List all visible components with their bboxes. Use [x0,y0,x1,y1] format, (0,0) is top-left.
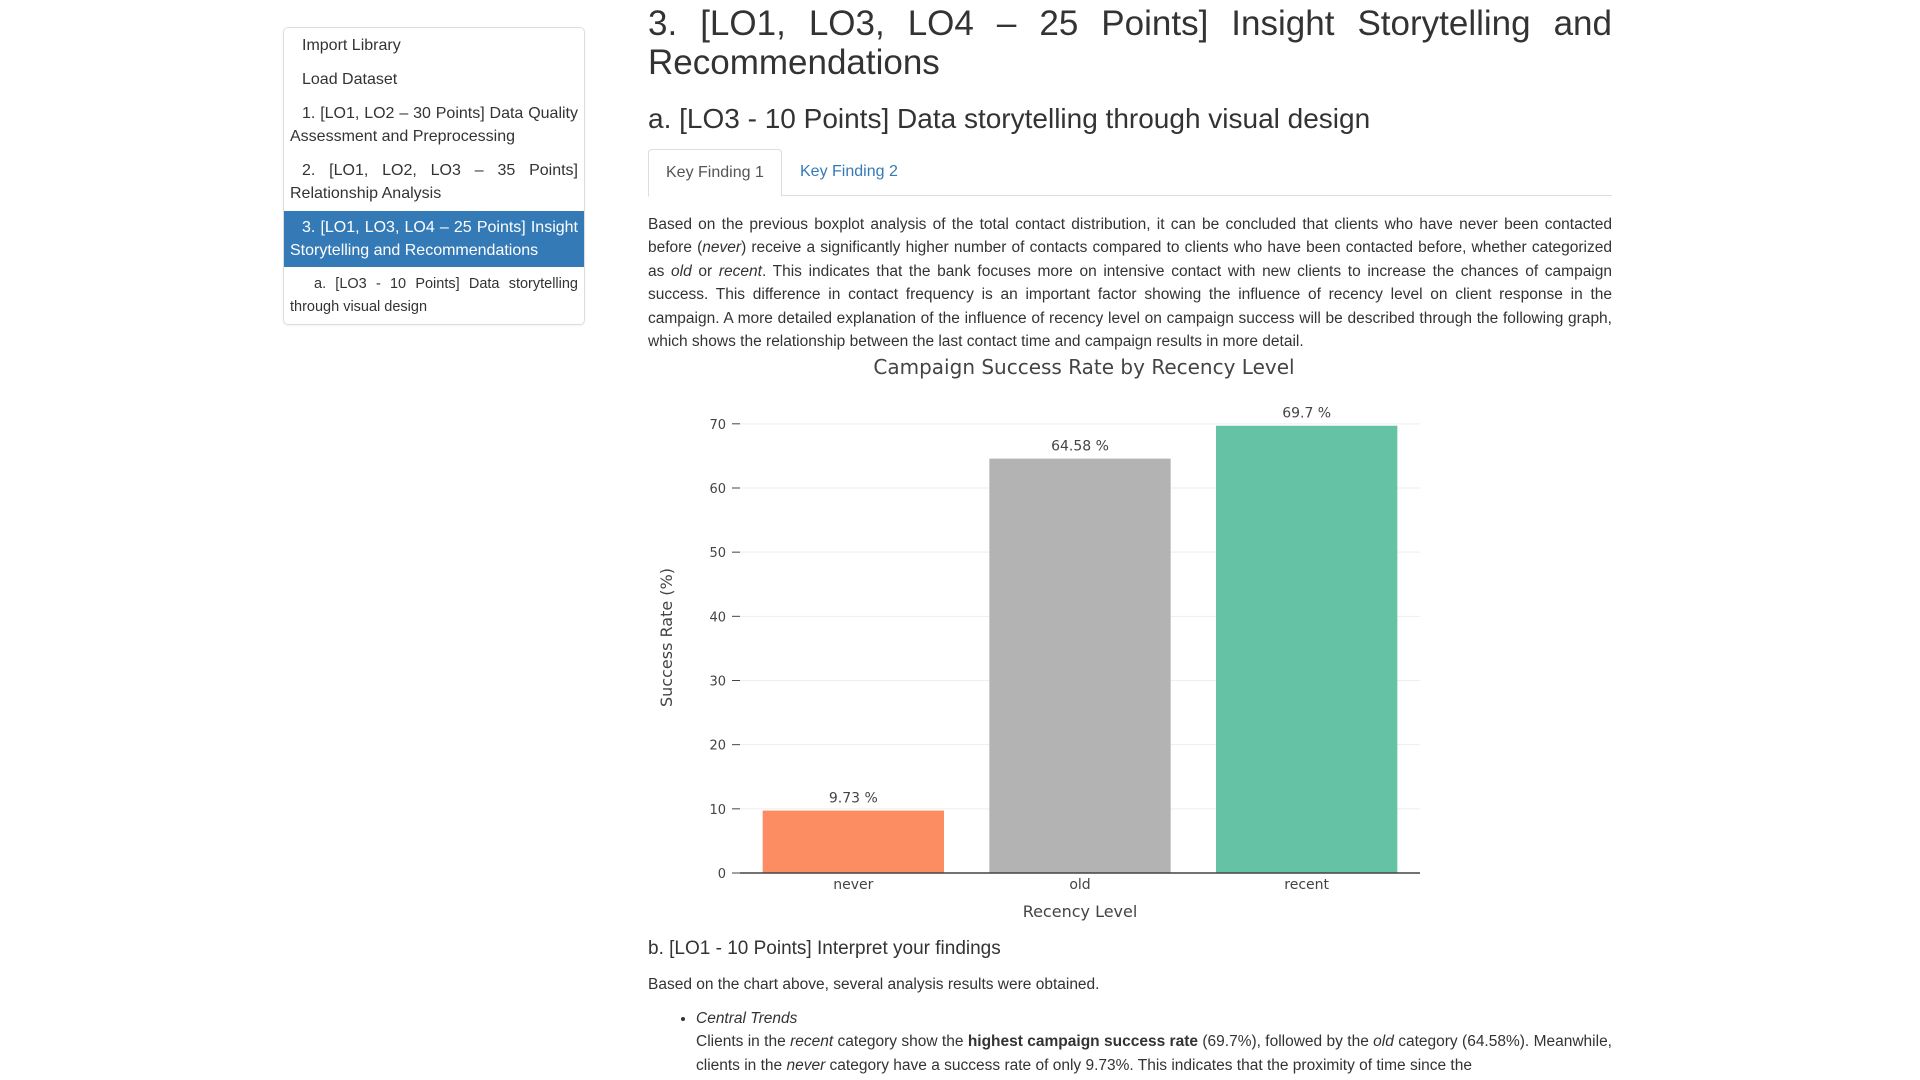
toc-item-section-3a[interactable]: a. [LO3 - 10 Points] Data storytelling t… [284,267,584,324]
bar-never [762,810,944,873]
finding-bold: highest campaign success rate [967,1033,1198,1051]
bar-data-label: 9.73 % [829,791,878,807]
x-tick-label: recent [1284,877,1329,893]
findings-list: Central Trends Clients in the recent cat… [648,1007,1612,1077]
paragraph-emphasis-recent: recent [718,262,762,280]
y-tick-label: 60 [709,482,726,497]
y-tick-label: 10 [709,803,726,818]
x-axis-title: Recency Level [1023,902,1138,921]
paragraph-text: . This indicates that the bank focuses m… [648,262,1612,351]
success-rate-chart: Campaign Success Rate by Recency Level 0 1… [648,349,1448,929]
tab-key-finding-1[interactable]: Key Finding 1 [648,149,782,197]
finding-text: Clients in the [696,1033,791,1051]
paragraph-text: or [691,262,719,280]
finding-text: category (64.58%). Meanwhile, clients in… [696,1033,1612,1074]
y-axis-title: Success Rate (%) [657,568,676,707]
bar-old [989,458,1171,873]
y-tick-label: 40 [709,610,726,625]
paragraph-text: Based on the previous boxplot analysis o… [648,216,1612,257]
key-finding-paragraph: Based on the previous boxplot analysis o… [648,213,1612,353]
toc-item-load-dataset[interactable]: Load Dataset [284,62,584,96]
finding-emphasis: old [1373,1033,1394,1051]
finding-text: category show the [833,1033,968,1051]
finding-text: category have a success rate of only 9.7… [825,1056,1472,1074]
y-tick-label: 50 [709,546,726,561]
section-a-title: a. [LO3 - 10 Points] Data storytelling t… [648,103,1371,134]
x-tick-label: old [1069,877,1090,893]
chart-title: Campaign Success Rate by Recency Level [873,355,1294,379]
y-tick-label: 30 [709,674,726,689]
y-tick-label: 0 [718,867,726,882]
y-tick-label: 20 [709,739,726,754]
y-tick-label: 70 [709,418,726,433]
paragraph-text: ) receive a significantly higher number … [648,239,1612,280]
table-of-contents: Import Library Load Dataset 1. [LO1, LO2… [283,27,585,325]
tab-key-finding-2[interactable]: Key Finding 2 [800,163,898,180]
toc-item-import-library[interactable]: Import Library [284,28,584,62]
x-tick-label: never [833,877,873,893]
finding-emphasis: recent [790,1033,834,1051]
main-content: 3. [LO1, LO3, LO4 – 25 Points] Insight S… [648,0,1612,353]
finding-central-trends: Central Trends Clients in the recent cat… [696,1007,1612,1077]
section-b-title: b. [LO1 - 10 Points] Interpret your find… [648,938,1001,959]
tab-bar: Key Finding 1 Key Finding 2 [648,149,1612,197]
bar-data-label: 69.7 % [1282,406,1331,422]
paragraph-emphasis-old: old [671,262,692,280]
toc-item-section-3[interactable]: 3. [LO1, LO3, LO4 – 25 Points] Insight S… [284,210,584,267]
page-title: 3. [LO1, LO3, LO4 – 25 Points] Insight S… [648,4,1612,82]
chart-svg: Campaign Success Rate by Recency Level 0 1… [657,355,1420,921]
toc-item-section-2[interactable]: 2. [LO1, LO2, LO3 – 35 Points] Relations… [284,153,584,210]
section-b-intro: Based on the chart above, several analys… [648,976,1100,993]
finding-emphasis: never [786,1056,826,1074]
finding-heading: Central Trends [696,1010,798,1027]
bar-recent [1216,425,1398,873]
finding-text: (69.7%), followed by the [1198,1033,1374,1051]
bar-data-label: 64.58 % [1051,439,1109,455]
toc-item-section-1[interactable]: 1. [LO1, LO2 – 30 Points] Data Quality A… [284,96,584,153]
paragraph-emphasis-never: never [702,239,742,257]
